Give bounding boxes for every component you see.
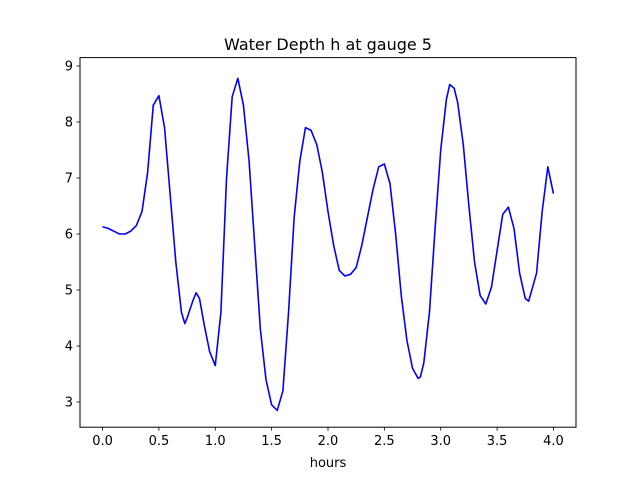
y-tick-label: 9 (65, 60, 73, 75)
y-tick-label: 7 (65, 172, 73, 187)
x-tick-label: 2.5 (374, 434, 395, 449)
series-line-0 (102, 77, 555, 412)
x-tick-label: 0.0 (92, 434, 113, 449)
axes-frame (79, 57, 577, 428)
chart-title: Water Depth h at gauge 5 (224, 35, 432, 54)
y-tick-label: 4 (65, 340, 73, 355)
x-tick-label: 1.5 (261, 434, 282, 449)
y-tick-label: 8 (65, 116, 73, 131)
y-tick-label: 6 (65, 228, 73, 243)
x-tick-label: 3.0 (430, 434, 451, 449)
x-tick-label: 2.0 (318, 434, 339, 449)
x-tick-label: 3.5 (487, 434, 508, 449)
x-tick-label: 1.0 (205, 434, 226, 449)
series-layer (102, 77, 555, 412)
x-tick-label: 4.0 (543, 434, 564, 449)
x-axis-label: hours (310, 456, 347, 471)
y-axis-ticks: 3 4 5 6 7 8 9 (65, 60, 80, 411)
y-tick-label: 5 (65, 284, 73, 299)
x-axis-ticks: 0.0 0.5 1.0 1.5 2.0 2.5 3.0 3.5 4.0 (92, 427, 564, 449)
y-tick-label: 3 (65, 396, 73, 411)
x-tick-label: 0.5 (149, 434, 170, 449)
